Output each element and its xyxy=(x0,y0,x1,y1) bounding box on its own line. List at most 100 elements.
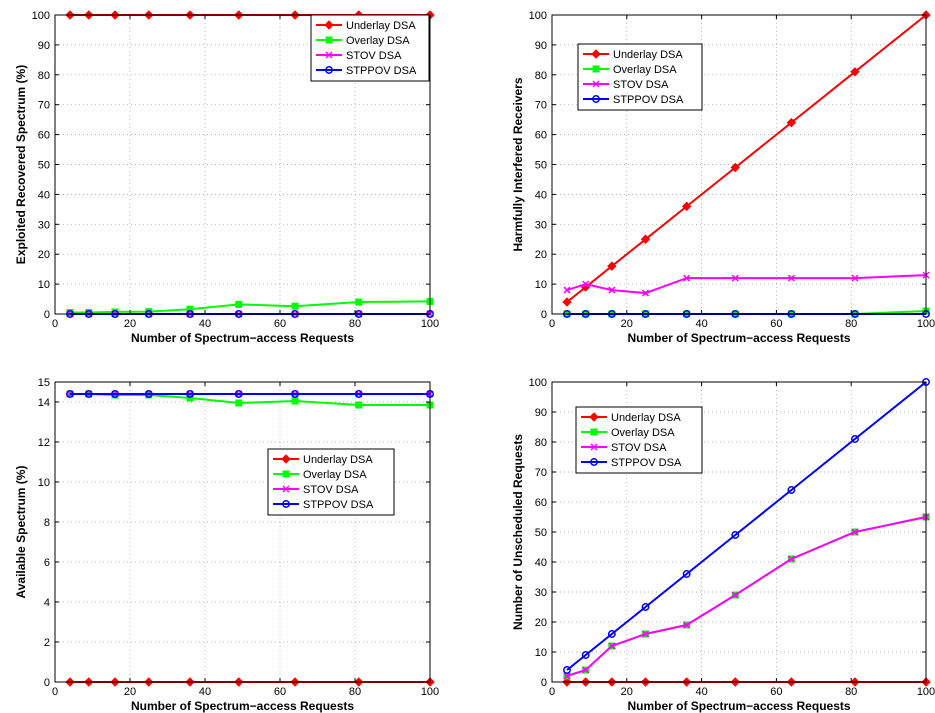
y-tick-label: 20 xyxy=(535,617,547,629)
legend-marker xyxy=(590,443,598,451)
series-overlay-dsa xyxy=(66,297,434,317)
x-tick-label: 80 xyxy=(845,686,857,698)
y-tick-label: 30 xyxy=(535,219,547,231)
legend-label: Overlay DSA xyxy=(346,35,410,47)
y-tick-label: 2 xyxy=(44,637,50,649)
legend-marker xyxy=(282,485,290,493)
y-tick-label: 20 xyxy=(38,249,50,261)
legend-item: Underlay DSA xyxy=(316,20,416,32)
plot-frame xyxy=(54,381,431,683)
x-tick-label: 60 xyxy=(274,318,286,330)
legend-marker xyxy=(592,80,600,88)
y-tick-label: 20 xyxy=(535,249,547,261)
y-tick-label: 60 xyxy=(38,130,50,142)
y-tick-label: 50 xyxy=(535,160,547,172)
data-point xyxy=(641,630,650,638)
data-point xyxy=(683,274,691,282)
data-point xyxy=(563,286,571,294)
y-tick-label: 30 xyxy=(535,587,547,599)
x-tick-label: 60 xyxy=(770,686,782,698)
x-tick-label: 60 xyxy=(770,318,782,330)
y-tick-label: 40 xyxy=(535,189,547,201)
legend-label: Underlay DSA xyxy=(611,412,681,424)
y-tick-label: 15 xyxy=(38,377,50,389)
data-point xyxy=(787,274,795,282)
legend-item: Overlay DSA xyxy=(316,35,410,47)
legend-label: STOV DSA xyxy=(346,50,402,62)
x-tick-label: 20 xyxy=(124,318,136,330)
data-point xyxy=(581,651,590,659)
legend-marker xyxy=(325,51,333,59)
y-axis-label: Available Spectrum (%) xyxy=(14,466,28,599)
legend-marker xyxy=(282,470,290,478)
x-tick-label: 20 xyxy=(621,686,633,698)
y-tick-label: 90 xyxy=(38,40,50,52)
legend-item: STPPOV DSA xyxy=(581,457,682,469)
x-axis-label: Number of Spectrum−access Requests xyxy=(131,331,354,345)
data-point xyxy=(731,591,739,599)
chart-panel-2: 0 20 40 60 80 100 0 10 20 30 40 50 60 70 80 90 100 Number… xyxy=(511,10,935,345)
y-tick-label: 100 xyxy=(529,377,547,389)
x-tick-label: 20 xyxy=(124,686,136,698)
legend-marker xyxy=(282,500,290,508)
legend-label: Overlay DSA xyxy=(613,64,677,76)
y-axis-label: Number of Unscheduled Requests xyxy=(511,434,525,630)
chart-panel-3: 0 20 40 60 80 100 0 2 4 6 8 10 12 14 15 Number of Spect… xyxy=(14,377,439,713)
legend-label: STPPOV DSA xyxy=(346,65,417,77)
x-axis-label: Number of Spectrum−access Requests xyxy=(627,331,850,345)
x-tick-label: 0 xyxy=(549,686,555,698)
data-point xyxy=(641,603,650,611)
legend: Underlay DSA Overlay DSA STOV DSA STPPOV DS… xyxy=(577,43,703,111)
x-tick-label: 40 xyxy=(199,318,211,330)
legend-label: Overlay DSA xyxy=(611,427,675,439)
data-point xyxy=(235,399,243,407)
data-point xyxy=(582,280,590,288)
y-tick-label: 80 xyxy=(535,437,547,449)
data-point xyxy=(640,234,651,244)
legend-item: STOV DSA xyxy=(273,484,359,496)
data-point xyxy=(582,666,590,674)
data-point xyxy=(608,286,616,294)
legend: Underlay DSA Overlay DSA STOV DSA STPPOV DS… xyxy=(310,14,430,82)
x-tick-label: 40 xyxy=(199,686,211,698)
legend-label: Underlay DSA xyxy=(346,20,416,32)
x-tick-label: 100 xyxy=(421,686,439,698)
x-tick-label: 40 xyxy=(695,686,707,698)
legend-item: STPPOV DSA xyxy=(316,65,417,77)
x-tick-label: 20 xyxy=(621,318,633,330)
data-point xyxy=(851,528,859,536)
data-point xyxy=(731,274,739,282)
series-line xyxy=(70,300,431,314)
legend-item: STOV DSA xyxy=(581,442,667,454)
data-point xyxy=(355,298,363,306)
data-point xyxy=(186,305,194,313)
y-tick-label: 60 xyxy=(535,130,547,142)
legend-label: STOV DSA xyxy=(613,79,669,91)
data-point xyxy=(683,621,691,629)
legend-item: Underlay DSA xyxy=(583,49,683,61)
data-point xyxy=(111,390,119,398)
x-tick-label: 100 xyxy=(917,318,935,330)
series-overlay-dsa xyxy=(563,513,930,680)
x-tick-label: 0 xyxy=(549,318,555,330)
legend-item: Overlay DSA xyxy=(581,427,675,439)
chart-panel-1: 0 20 40 60 80 100 0 10 20 30 40 50 60 70 80 90 100 Number… xyxy=(14,10,439,345)
y-tick-label: 8 xyxy=(44,517,50,529)
y-tick-label: 30 xyxy=(38,219,50,231)
legend-item: STOV DSA xyxy=(583,79,669,91)
legend: Underlay DSA Overlay DSA STOV DSA STPPOV DS… xyxy=(575,406,703,474)
y-tick-label: 80 xyxy=(535,70,547,82)
data-point xyxy=(731,531,740,539)
y-tick-label: 0 xyxy=(541,677,547,689)
y-tick-label: 12 xyxy=(38,437,50,449)
legend-item: Underlay DSA xyxy=(581,412,681,424)
y-tick-label: 50 xyxy=(38,160,50,172)
legend-label: STPPOV DSA xyxy=(613,94,684,106)
legend-item: STPPOV DSA xyxy=(583,94,684,106)
data-point xyxy=(235,300,243,308)
legend-marker xyxy=(589,412,599,422)
legend-marker xyxy=(590,458,598,466)
legend-label: Overlay DSA xyxy=(303,469,367,481)
data-point xyxy=(291,390,299,398)
data-point xyxy=(607,261,617,271)
